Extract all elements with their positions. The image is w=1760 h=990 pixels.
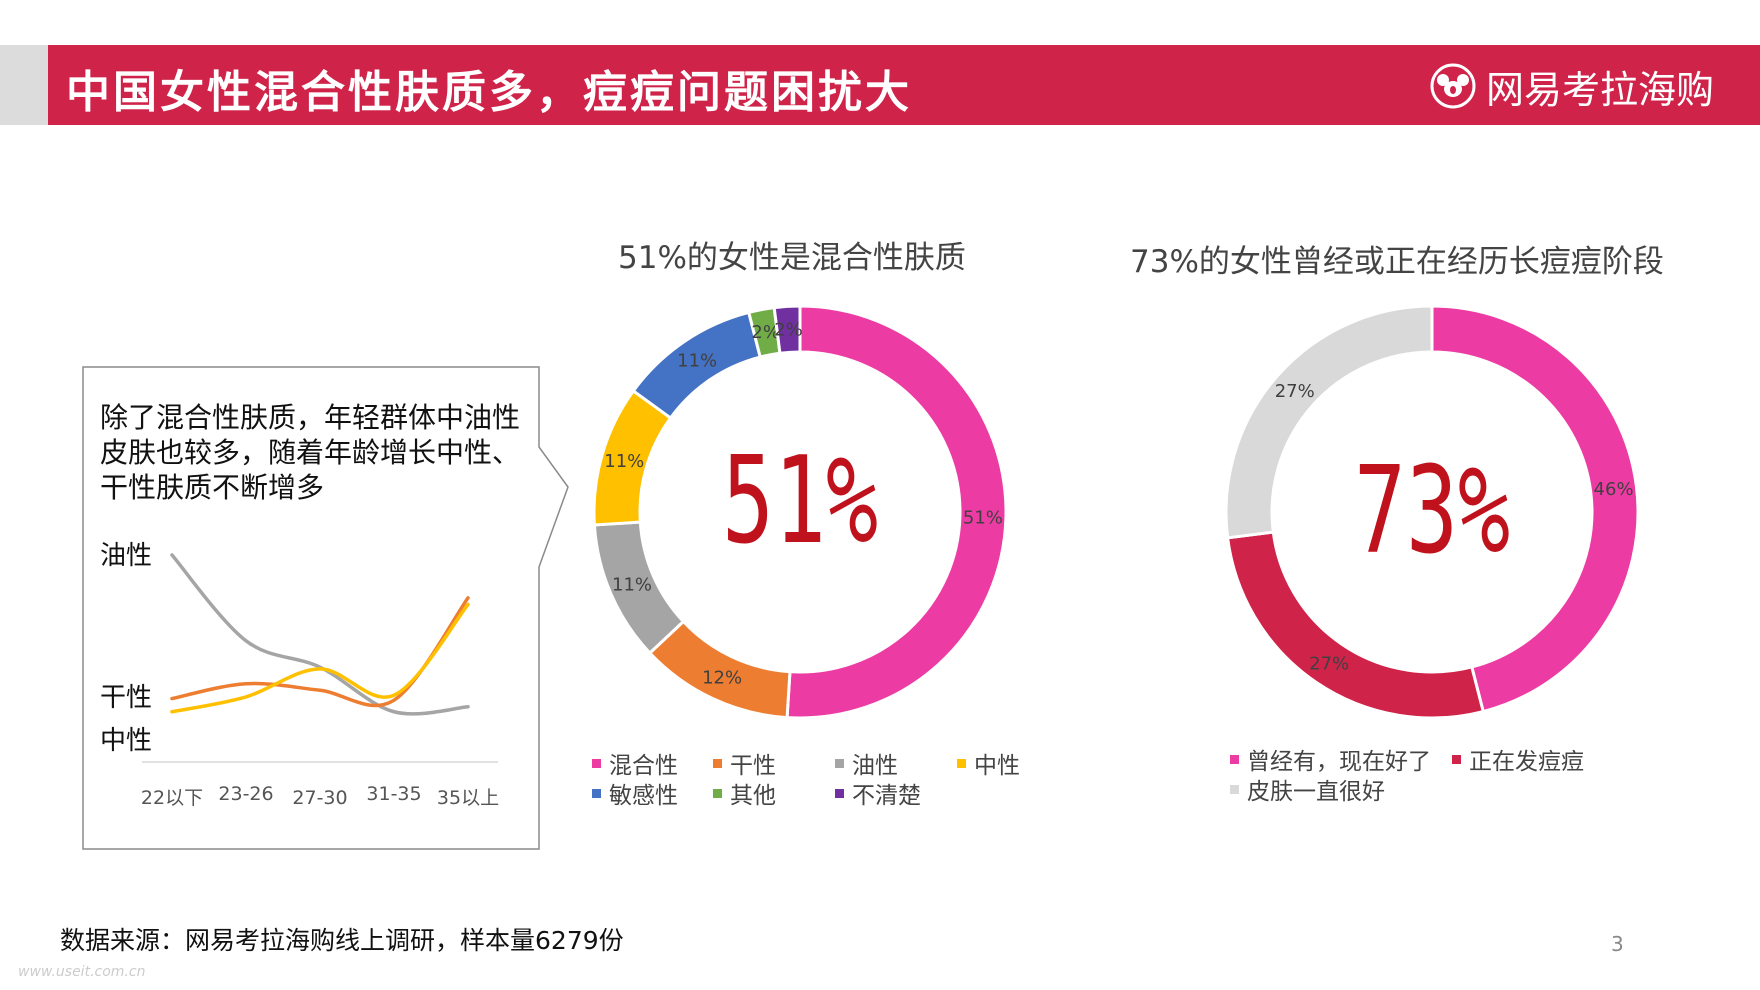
legend-item: 不清楚: [835, 776, 921, 810]
donut-slice-2: [1224, 304, 1434, 540]
legend-item: 正在发痘痘: [1452, 742, 1584, 776]
legend-item: 敏感性: [592, 776, 678, 810]
donut1-center-value: 51%: [721, 432, 879, 571]
age-line-chart: 22以下 23-26 27-30 31-35 35以上: [141, 553, 499, 809]
legend-label: 敏感性: [609, 783, 678, 809]
legend-item: 其他: [713, 776, 776, 810]
line-series-2: [170, 602, 470, 714]
legend-label: 正在发痘痘: [1469, 749, 1584, 775]
legend-swatch: [592, 788, 601, 798]
legend-item: 干性: [713, 746, 776, 780]
legend-swatch: [1230, 784, 1239, 794]
donut-data-label: 11%: [612, 575, 652, 596]
donut-data-label: 27%: [1309, 653, 1349, 674]
legend-item: 油性: [835, 746, 898, 780]
header-accent-block: [0, 45, 48, 125]
donut-data-label: 11%: [604, 451, 644, 472]
skin-type-donut: 51% 12% 11% 11% 11% 2%2%: [592, 304, 1008, 720]
legend-swatch: [1230, 754, 1239, 764]
donut-data-label: 11%: [677, 351, 717, 372]
brand-logo: 网易考拉海购: [1428, 61, 1715, 112]
legend-swatch: [713, 758, 722, 768]
legend-swatch: [713, 788, 722, 798]
koala-icon: [1430, 63, 1476, 109]
watermark-text: www.useit.com.cn: [18, 964, 146, 980]
series-label-dry: 干性: [100, 683, 153, 713]
legend-label: 曾经有，现在好了: [1247, 749, 1431, 775]
legend-swatch: [1452, 754, 1461, 764]
legend-item: 曾经有，现在好了: [1230, 742, 1431, 776]
line-series-1: [170, 596, 470, 708]
page-title: 中国女性混合性肤质多，痘痘问题困扰大: [66, 67, 912, 118]
series-label-normal: 中性: [100, 726, 153, 756]
legend-item: 中性: [957, 746, 1020, 780]
legend-item: 皮肤一直很好: [1230, 772, 1385, 806]
x-tick-label: 22以下: [141, 787, 203, 809]
donut-data-label: 46%: [1594, 479, 1634, 500]
legend-swatch: [835, 788, 844, 798]
acne-donut: 46% 27% 27%: [1224, 304, 1640, 720]
legend-label: 中性: [974, 753, 1020, 779]
donut-slice-0: [1430, 304, 1640, 714]
legend-label: 混合性: [609, 753, 678, 779]
donut-data-label: 2%: [751, 322, 780, 343]
x-tick-label: 31-35: [366, 783, 421, 805]
donut-data-label: 51%: [963, 508, 1003, 529]
donut-slice-6: [772, 304, 802, 355]
legend-swatch: [957, 758, 966, 768]
legend-label: 其他: [730, 783, 776, 809]
legend-label: 油性: [852, 753, 898, 779]
data-source-note: 数据来源：网易考拉海购线上调研，样本量6279份: [60, 926, 624, 955]
legend-swatch: [835, 758, 844, 768]
donut1-title: 51%的女性是混合性肤质: [618, 240, 966, 276]
donut-data-label: 12%: [702, 668, 742, 689]
brand-name: 网易考拉海购: [1486, 67, 1715, 112]
legend-swatch: [592, 758, 601, 768]
x-tick-label: 27-30: [292, 787, 347, 809]
x-tick-label: 23-26: [218, 783, 273, 805]
page-number: 3: [1611, 932, 1624, 956]
legend-label: 皮肤一直很好: [1247, 779, 1385, 805]
donut-data-label: 27%: [1275, 381, 1315, 402]
callout-text: 除了混合性肤质，年轻群体中油性皮肤也较多，随着年龄增长中性、干性肤质不断增多: [100, 401, 521, 504]
donut-data-label: 2%: [774, 319, 803, 340]
callout-box: [82, 366, 569, 850]
legend-label: 不清楚: [852, 783, 921, 809]
legend-label: 干性: [730, 753, 776, 779]
donut2-title: 73%的女性曾经或正在经历长痘痘阶段: [1130, 244, 1664, 280]
donut2-center-value: 73%: [1353, 442, 1511, 581]
x-tick-label: 35以上: [437, 787, 499, 809]
donut-slice-0: [785, 304, 1008, 720]
legend-item: 混合性: [592, 746, 678, 780]
series-label-oily: 油性: [100, 541, 153, 571]
